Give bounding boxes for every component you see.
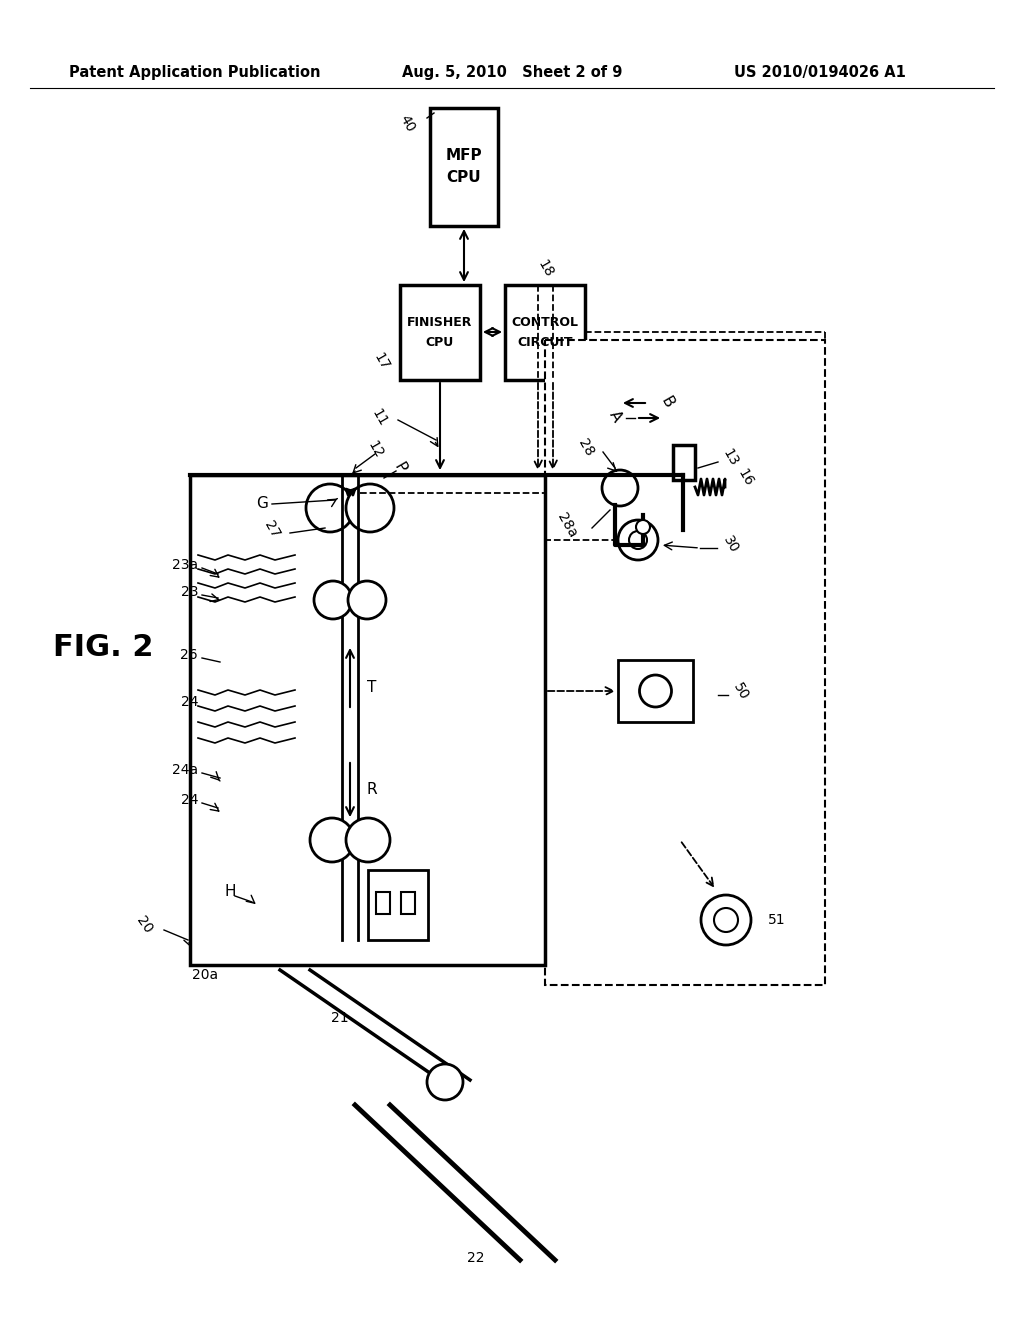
- Text: 40: 40: [397, 114, 418, 135]
- Circle shape: [714, 908, 738, 932]
- Text: FINISHER: FINISHER: [408, 315, 473, 329]
- Text: T: T: [368, 681, 377, 696]
- Text: CPU: CPU: [426, 337, 454, 348]
- Bar: [673, 445, 695, 480]
- Circle shape: [346, 484, 394, 532]
- Bar: [545, 341, 825, 985]
- Text: 12: 12: [365, 438, 386, 461]
- Circle shape: [314, 581, 352, 619]
- Text: 28: 28: [575, 437, 596, 459]
- Circle shape: [629, 531, 647, 549]
- Circle shape: [701, 895, 751, 945]
- Text: 16: 16: [735, 467, 756, 490]
- Circle shape: [310, 818, 354, 862]
- Circle shape: [427, 1064, 463, 1100]
- Circle shape: [640, 675, 672, 708]
- Bar: [401, 892, 415, 913]
- Text: 13: 13: [720, 447, 741, 469]
- Text: 24: 24: [180, 696, 198, 709]
- Text: MFP: MFP: [445, 148, 482, 162]
- Circle shape: [346, 818, 390, 862]
- Text: A: A: [606, 408, 624, 424]
- Text: 23a: 23a: [172, 558, 198, 572]
- Text: US 2010/0194026 A1: US 2010/0194026 A1: [734, 66, 906, 81]
- Bar: [368, 870, 428, 940]
- Text: 21: 21: [331, 1011, 349, 1026]
- Bar: [505, 285, 585, 380]
- Text: CIRCUIT: CIRCUIT: [517, 337, 572, 348]
- Text: FIG. 2: FIG. 2: [53, 634, 154, 663]
- Text: G: G: [256, 495, 268, 511]
- Text: 22: 22: [467, 1251, 484, 1265]
- Text: 28a: 28a: [555, 510, 580, 540]
- Text: Aug. 5, 2010   Sheet 2 of 9: Aug. 5, 2010 Sheet 2 of 9: [401, 66, 623, 81]
- Text: 24: 24: [180, 793, 198, 807]
- Bar: [376, 892, 390, 913]
- Text: 20a: 20a: [193, 968, 218, 982]
- Text: CPU: CPU: [446, 169, 481, 185]
- Text: P: P: [391, 461, 409, 475]
- Text: H: H: [224, 884, 236, 899]
- Text: 23: 23: [180, 585, 198, 599]
- Text: 18: 18: [535, 257, 555, 280]
- Text: 26: 26: [180, 648, 198, 663]
- Bar: [190, 475, 545, 965]
- Circle shape: [348, 581, 386, 619]
- Text: B: B: [658, 393, 676, 411]
- Text: 24a: 24a: [172, 763, 198, 777]
- Text: 30: 30: [720, 533, 741, 556]
- Text: 17: 17: [371, 351, 392, 374]
- Text: CONTROL: CONTROL: [512, 315, 579, 329]
- Text: 51: 51: [768, 913, 785, 927]
- Bar: [400, 285, 480, 380]
- Circle shape: [602, 470, 638, 506]
- Bar: [430, 108, 498, 226]
- Text: 11: 11: [369, 407, 390, 429]
- Text: 27: 27: [261, 519, 282, 541]
- Text: 50: 50: [730, 681, 751, 704]
- Text: R: R: [367, 783, 377, 797]
- Circle shape: [306, 484, 354, 532]
- Bar: [618, 660, 693, 722]
- Circle shape: [636, 520, 650, 535]
- Text: 20: 20: [133, 913, 155, 936]
- Text: Patent Application Publication: Patent Application Publication: [70, 66, 321, 81]
- Circle shape: [618, 520, 658, 560]
